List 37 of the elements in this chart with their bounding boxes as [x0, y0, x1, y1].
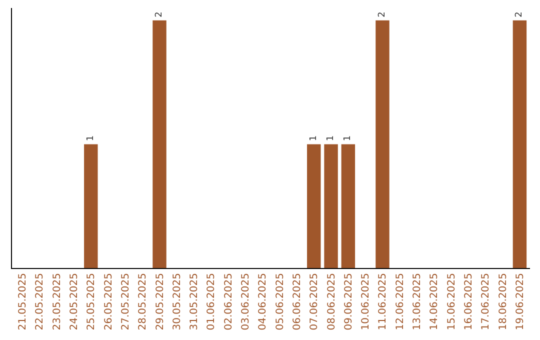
data-label: 1	[343, 135, 354, 142]
x-tick-label: 22.05.2025	[34, 273, 46, 330]
x-tick-label: 23.05.2025	[52, 273, 63, 330]
x-tick-label: 31.05.2025	[189, 273, 200, 330]
x-tick-label: 06.06.2025	[292, 273, 303, 330]
x-tick-label: 07.06.2025	[309, 273, 320, 330]
x-tick-label: 05.06.2025	[274, 273, 286, 330]
x-tick-label: 28.05.2025	[138, 273, 149, 330]
x-tick-label: 30.05.2025	[172, 273, 183, 330]
x-tick-label: 09.06.2025	[343, 273, 354, 330]
x-tick-label: 17.06.2025	[480, 273, 492, 330]
x-tick-label: 27.05.2025	[120, 273, 132, 330]
data-label: 2	[154, 12, 165, 18]
x-tick-label: 04.06.2025	[258, 273, 269, 330]
x-tick-label: 19.06.2025	[514, 273, 526, 330]
x-tick-label: 13.06.2025	[412, 273, 424, 330]
data-label: 1	[326, 135, 336, 142]
x-tick-label: 21.05.2025	[18, 273, 29, 330]
x-tick-label: 24.05.2025	[69, 273, 80, 330]
x-tick-label: 01.06.2025	[206, 273, 218, 330]
x-tick-label: 29.05.2025	[154, 273, 166, 330]
data-label: 2	[514, 12, 525, 18]
x-tick-label: 02.06.2025	[223, 273, 234, 330]
x-tick-label: 16.06.2025	[464, 273, 474, 330]
x-tick-label: 26.05.2025	[103, 273, 114, 330]
data-label: 1	[308, 135, 319, 142]
x-tick-label: 18.06.2025	[498, 273, 509, 330]
x-tick-label: 12.06.2025	[394, 273, 406, 330]
x-tick-label: 14.06.2025	[429, 273, 440, 330]
data-label: 1	[86, 135, 96, 142]
x-tick-label: 15.06.2025	[446, 273, 458, 330]
x-tick-label: 03.06.2025	[240, 273, 252, 330]
data-label: 2	[377, 12, 388, 18]
x-tick-label: 11.06.2025	[378, 273, 389, 330]
x-tick-label: 25.05.2025	[86, 273, 98, 330]
x-tick-label: 10.06.2025	[360, 273, 372, 330]
x-tick-label: 08.06.2025	[326, 273, 338, 330]
